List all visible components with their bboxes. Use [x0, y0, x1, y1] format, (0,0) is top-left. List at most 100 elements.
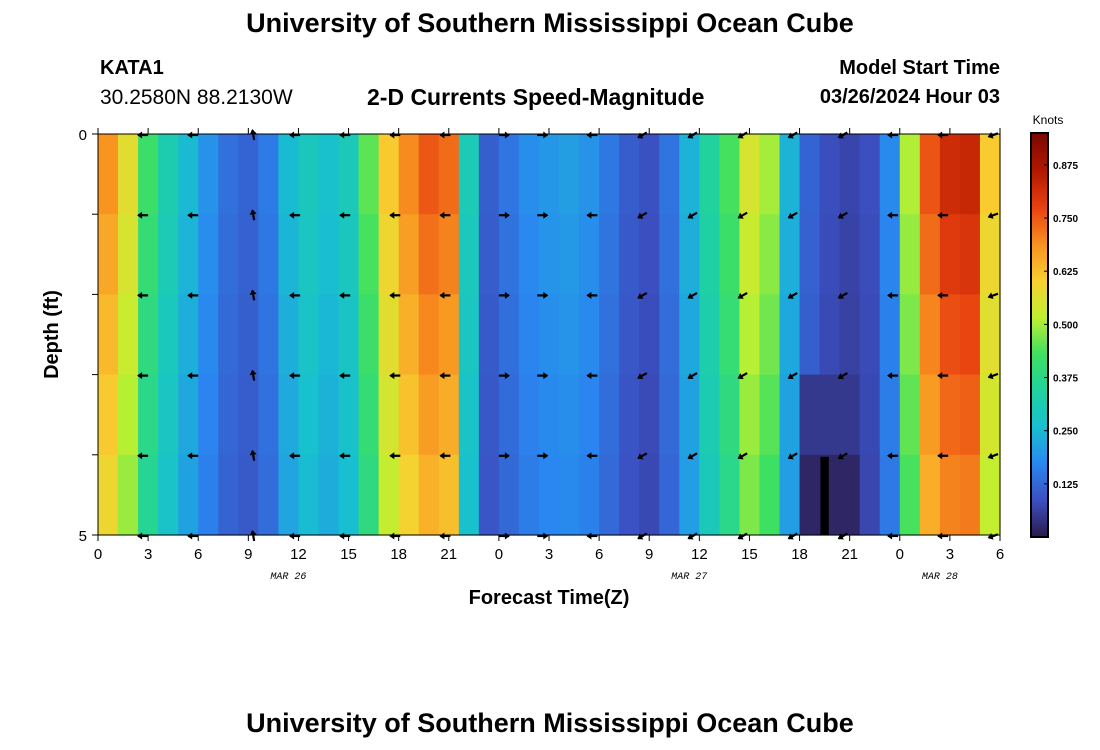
heatmap-cell: [679, 294, 700, 376]
heatmap-cell: [138, 374, 159, 456]
current-arrow: [586, 372, 598, 380]
current-arrow: [837, 372, 848, 380]
heatmap-cell: [959, 374, 981, 456]
heatmap-cell: [538, 294, 560, 376]
colorbar-segment: [1031, 289, 1048, 293]
current-arrow: [137, 532, 149, 540]
heatmap-cell: [659, 214, 680, 295]
heatmap-cell: [258, 134, 279, 215]
heatmap-cell: [759, 454, 781, 536]
footer-title: University of Southern Mississippi Ocean…: [246, 708, 854, 738]
colorbar-segment: [1031, 473, 1048, 478]
colorbar-segment: [1031, 370, 1048, 374]
heatmap-cell: [418, 134, 440, 215]
colorbar-segment: [1031, 208, 1048, 212]
colorbar-segment: [1031, 403, 1048, 407]
colorbar-segment: [1031, 140, 1048, 144]
colorbar-segment: [1031, 150, 1048, 154]
colorbar-segment: [1031, 180, 1048, 185]
heatmap-cell: [659, 454, 680, 536]
colorbar-segment: [1031, 155, 1048, 159]
colorbar-segment: [1031, 514, 1048, 518]
current-arrow: [787, 372, 798, 380]
colorbar-tick-label: 0.250: [1053, 427, 1078, 438]
x-tick-label: 12: [290, 546, 307, 563]
current-arrow: [787, 211, 798, 219]
heatmap-cell: [378, 454, 400, 536]
current-arrow: [586, 532, 598, 540]
heatmap-cell: [198, 134, 219, 215]
current-arrow: [537, 211, 549, 219]
heatmap-cell: [639, 294, 660, 376]
heatmap-cell: [198, 214, 219, 295]
heatmap-cell: [538, 374, 560, 456]
current-arrow: [586, 131, 598, 139]
heatmap-cell: [458, 454, 480, 536]
colorbar-segment: [1031, 347, 1048, 351]
current-arrow: [537, 532, 549, 540]
heatmap-cell: [298, 374, 320, 456]
colorbar: Knots 0.125 0.250 0.375 0.500 0.625 0.750 0.875: [1030, 113, 1078, 538]
colorbar-segment: [1031, 228, 1048, 233]
colorbar-segment: [1031, 239, 1048, 243]
current-arrow: [937, 211, 949, 219]
colorbar-segment: [1031, 385, 1048, 389]
colorbar-segment: [1031, 201, 1048, 205]
heatmap-cell: [579, 454, 600, 536]
heatmap-cell: [98, 134, 119, 215]
heatmap-cell: [939, 214, 961, 295]
heatmap-cell: [358, 214, 380, 295]
heatmap-cell: [619, 214, 640, 295]
current-arrow: [339, 452, 351, 460]
heatmap-cell: [518, 454, 540, 536]
heatmap-cell: [779, 374, 801, 456]
heatmap-cell: [118, 454, 139, 536]
heatmap-cell: [498, 214, 520, 295]
heatmap-cell: [939, 134, 961, 215]
current-arrow: [249, 129, 257, 141]
heatmap-cell: [739, 134, 761, 215]
colorbar-segment: [1031, 158, 1048, 162]
colorbar-segment: [1031, 446, 1048, 450]
colorbar-segment: [1031, 423, 1048, 427]
heatmap-cell: [378, 374, 400, 456]
current-arrow: [687, 372, 698, 380]
heatmap-cell: [839, 294, 861, 376]
current-arrow: [637, 291, 648, 299]
colorbar-segment: [1031, 466, 1048, 470]
current-arrow: [687, 532, 698, 540]
current-arrow: [787, 452, 798, 460]
colorbar-segment: [1031, 531, 1048, 536]
colorbar-segment: [1031, 438, 1048, 442]
colorbar-segment: [1031, 294, 1048, 298]
current-arrow: [439, 452, 451, 460]
current-arrow: [498, 452, 510, 460]
heatmap-cell: [258, 374, 279, 456]
colorbar-segment: [1031, 178, 1048, 182]
heatmap-cell: [699, 294, 720, 376]
colorbar-segment: [1031, 456, 1048, 460]
heatmap-cell: [298, 294, 320, 376]
heatmap-cell: [979, 214, 1001, 295]
heatmap-cell: [639, 214, 660, 295]
x-tick-label: 3: [946, 546, 954, 563]
heatmap-cell: [318, 294, 340, 376]
heatmap-cell: [158, 294, 179, 376]
x-axis-title: Forecast Time(Z): [469, 587, 630, 609]
colorbar-segment: [1031, 499, 1048, 503]
heatmap-cell: [959, 454, 981, 536]
heatmap-cell: [919, 214, 941, 295]
heatmap-cell: [438, 374, 460, 456]
heatmap-cell: [398, 214, 420, 295]
colorbar-segment: [1031, 261, 1048, 265]
heatmap-cell: [599, 374, 620, 456]
current-arrow: [439, 211, 451, 219]
heatmap-cell: [378, 134, 400, 215]
colorbar-segment: [1031, 279, 1048, 283]
date-label: MAR 28: [922, 572, 958, 583]
heatmap-cell: [839, 374, 861, 456]
heatmap-cell: [518, 294, 540, 376]
heatmap-cell: [318, 374, 340, 456]
heatmap-cell: [659, 294, 680, 376]
colorbar-segment: [1031, 168, 1048, 172]
